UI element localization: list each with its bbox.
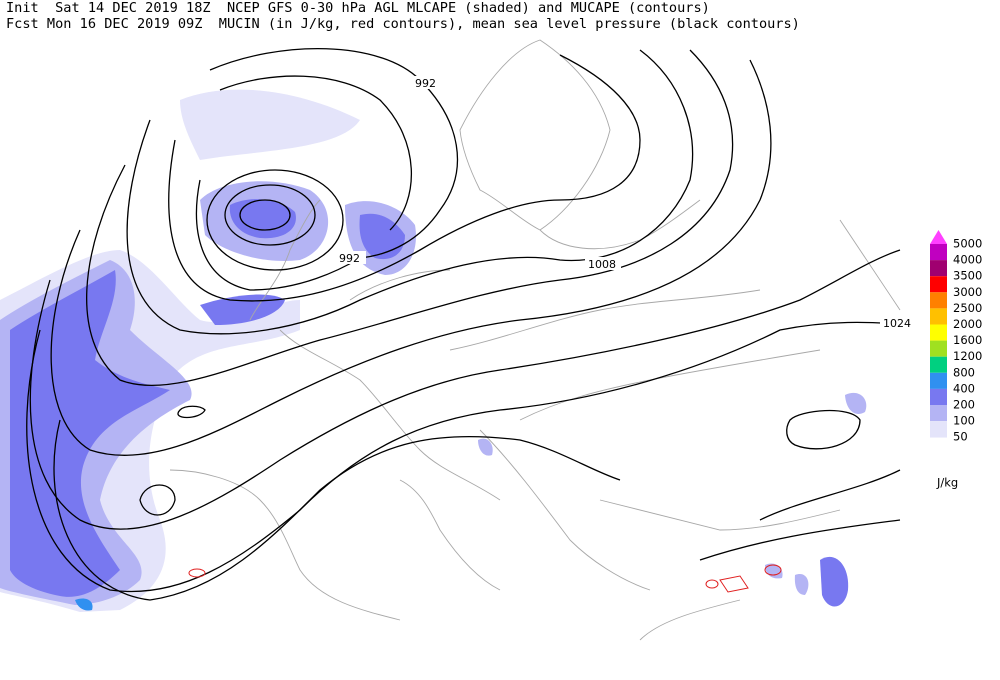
legend-label: 5000 — [953, 237, 982, 251]
legend-label: 3000 — [953, 285, 982, 299]
legend-label: 800 — [953, 365, 975, 379]
label-bg — [412, 76, 442, 89]
label-bg — [336, 251, 366, 264]
legend-swatch — [930, 260, 947, 277]
label-bg — [585, 257, 621, 270]
legend-label: 50 — [953, 430, 968, 444]
legend-swatch — [930, 308, 947, 325]
legend-swatch — [930, 372, 947, 389]
legend-label: 200 — [953, 398, 975, 412]
legend: 5000 4000 3500 3000 2500 2000 1600 1200 800 400 20… — [930, 230, 982, 444]
legend-swatch — [930, 405, 947, 422]
legend-label: 400 — [953, 381, 975, 395]
legend-label: 2500 — [953, 301, 982, 315]
legend-swatch — [930, 324, 947, 341]
label-bg — [880, 316, 916, 329]
isobars — [26, 48, 901, 601]
legend-label: 1600 — [953, 333, 982, 347]
legend-label: 4000 — [953, 253, 982, 267]
contour-label: 992 — [415, 77, 436, 90]
cape-shading — [0, 89, 867, 612]
legend-swatch — [930, 292, 947, 309]
legend-label: 3500 — [953, 269, 982, 283]
legend-label: 2000 — [953, 317, 982, 331]
contour-label: 992 — [339, 252, 360, 265]
legend-swatch — [930, 421, 947, 438]
header-line: Fcst Mon 16 DEC 2019 09Z MUCIN (in J/kg,… — [6, 16, 800, 32]
legend-swatch — [930, 230, 947, 244]
legend-swatch — [930, 244, 947, 261]
legend-swatch — [930, 388, 947, 405]
legend-swatch — [930, 276, 947, 293]
mucin-contours — [188, 564, 782, 593]
legend-label: 100 — [953, 414, 975, 428]
legend-swatch — [930, 340, 947, 357]
legend-unit: J/kg — [936, 476, 958, 490]
legend-label: 1200 — [953, 349, 982, 363]
contour-label: 1008 — [588, 258, 616, 271]
contour-label: 1024 — [883, 317, 911, 330]
legend-swatch — [930, 437, 947, 438]
coastlines — [169, 39, 901, 641]
header-line: Init Sat 14 DEC 2019 18Z NCEP GFS 0-30 h… — [6, 0, 710, 16]
legend-swatch — [930, 356, 947, 373]
